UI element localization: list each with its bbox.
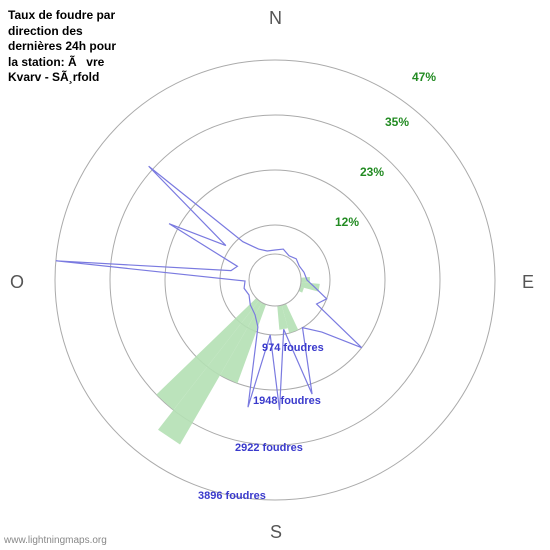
cardinal-s: S (270, 522, 282, 543)
cardinal-o: O (10, 272, 24, 293)
chart-title: Taux de foudre par direction des dernièr… (8, 8, 118, 86)
pct-label: 12% (335, 215, 359, 229)
count-label: 1948 foudres (253, 395, 321, 407)
cardinal-n: N (269, 8, 282, 29)
count-label: 2922 foudres (235, 442, 303, 454)
center-circle (249, 254, 301, 306)
count-label: 3896 foudres (198, 490, 266, 502)
pct-label: 23% (360, 165, 384, 179)
count-label: 974 foudres (262, 342, 324, 354)
cardinal-e: E (522, 272, 534, 293)
pct-label: 47% (412, 70, 436, 84)
credit-text: www.lightningmaps.org (4, 535, 107, 546)
pct-label: 35% (385, 115, 409, 129)
